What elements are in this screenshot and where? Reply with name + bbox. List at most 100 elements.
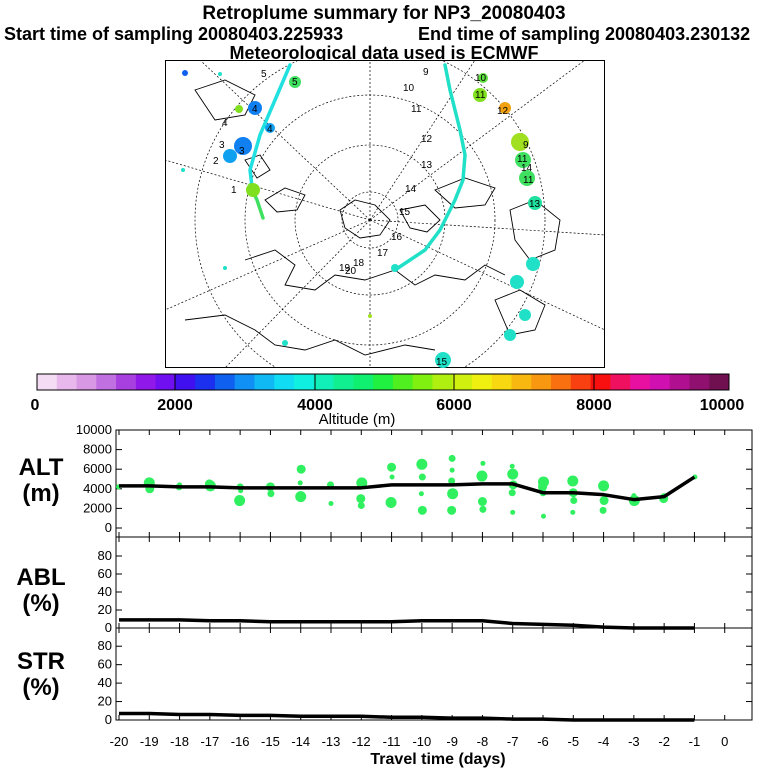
- map-label: 14: [405, 184, 417, 195]
- alt-scatter-point: [389, 474, 395, 480]
- colorbar-swatch: [511, 374, 532, 390]
- colorbar-swatch: [669, 374, 690, 390]
- colorbar-swatch: [294, 374, 315, 390]
- alt-scatter-point: [295, 491, 307, 503]
- map-label: 16: [391, 232, 403, 243]
- map-graticule: [165, 60, 605, 368]
- alt-scatter-point: [418, 473, 426, 481]
- plume-marker: [368, 314, 372, 318]
- colorbar-swatch: [234, 374, 255, 390]
- alt-scatter-point: [509, 463, 515, 469]
- y-tick-label: 0: [105, 620, 112, 635]
- colorbar-label: Altitude (m): [319, 411, 396, 428]
- x-tick-label: -18: [170, 734, 189, 749]
- plume-marker: [435, 352, 451, 368]
- str-panel-title: STR: [17, 648, 65, 675]
- met-data-label: Meteorological data used is ECMWF: [229, 43, 539, 63]
- alt-scatter-point: [599, 506, 607, 514]
- chart-title: Retroplume summary for NP3_20080403: [202, 3, 566, 24]
- alt-scatter-point: [570, 497, 578, 505]
- colorbar-swatch: [649, 374, 671, 390]
- abl-panel-title: ABL: [16, 564, 65, 591]
- alt-scatter-point: [480, 460, 486, 466]
- colorbar-tick: 10000: [700, 397, 745, 414]
- alt-scatter-point: [387, 462, 397, 472]
- x-tick-label: -5: [568, 734, 580, 749]
- y-tick-label: 10000: [76, 422, 112, 437]
- y-tick-label: 8000: [83, 442, 112, 457]
- colorbar-swatch: [333, 374, 354, 390]
- x-tick-label: -13: [322, 734, 341, 749]
- colorbar-swatch: [37, 374, 58, 390]
- colorbar-swatch: [274, 374, 295, 390]
- x-tick-label: -3: [628, 734, 640, 749]
- plume-marker: [265, 123, 275, 133]
- x-tick-label: -2: [658, 734, 670, 749]
- alt-scatter-point: [417, 505, 427, 515]
- alt-scatter-point: [448, 454, 456, 462]
- x-tick-label: -19: [140, 734, 159, 749]
- alt-scatter-point: [510, 509, 516, 515]
- x-tick-label: -1: [689, 734, 701, 749]
- plume-marker: [248, 101, 262, 115]
- plume-marker: [510, 275, 524, 289]
- alt-scatter-point: [418, 491, 424, 497]
- y-tick-label: 40: [98, 675, 112, 690]
- polar-map: 5 5 4 4 4 3 3 2 1 9 10 11 12 13 14 15 16…: [165, 60, 605, 368]
- panel-titles: ALT (m) ABL (%) STR (%): [16, 454, 65, 701]
- colorbar-swatch: [709, 374, 730, 390]
- map-label: 11: [475, 90, 486, 101]
- map-label: 5: [292, 77, 298, 88]
- y-tick-label: 0: [105, 520, 112, 535]
- end-time-label: End time of sampling 20080403.230132: [418, 24, 751, 44]
- x-axis-label: Travel time (days): [370, 751, 505, 768]
- alt-scatter-point: [476, 470, 488, 482]
- map-label: 3: [219, 140, 225, 151]
- y-tick-label: 4000: [83, 481, 112, 496]
- y-tick-label: 80: [98, 638, 112, 653]
- x-tick-label: -9: [446, 734, 458, 749]
- colorbar-swatch: [590, 374, 611, 390]
- colorbar-swatch: [491, 374, 513, 390]
- alt-scatter-point: [297, 480, 303, 486]
- plume-marker: [526, 257, 540, 271]
- plume-marker: [181, 168, 185, 172]
- y-tick-label: 40: [98, 584, 112, 599]
- map-label: 13: [421, 160, 433, 171]
- colorbar-swatch: [76, 374, 97, 390]
- x-tick-label: -7: [507, 734, 519, 749]
- colorbar-swatch: [195, 374, 216, 390]
- alt-scatter-point: [479, 505, 487, 513]
- alt-panel-title: ALT: [19, 454, 64, 481]
- colorbar-swatch: [471, 374, 493, 390]
- colorbar-tick: 6000: [436, 397, 472, 414]
- x-tick-label: -8: [477, 734, 489, 749]
- alt-scatter-point: [448, 477, 456, 485]
- alt-scatter-point: [507, 468, 519, 480]
- plume-marker: [499, 102, 511, 114]
- map-label: 9: [523, 140, 529, 151]
- plume-marker: [519, 170, 535, 186]
- colorbar-swatch: [432, 374, 453, 390]
- map-label: 15: [436, 357, 448, 368]
- x-tick-label: -15: [261, 734, 280, 749]
- colorbar-ticks: 0 2000 4000 6000 8000 10000: [31, 397, 745, 414]
- plume-marker: [519, 309, 531, 321]
- y-tick-label: 80: [98, 548, 112, 563]
- x-tick-labels: -20 -19 -18 -17 -16 -15 -14 -13 -12 -11 -10 -9 -8 -7-…: [110, 734, 729, 749]
- plume-marker: [234, 137, 252, 155]
- alt-scatter-point: [267, 490, 275, 498]
- x-tick-label: -14: [291, 734, 310, 749]
- plume-marker: [246, 183, 260, 197]
- alt-scatter-point: [357, 501, 365, 509]
- colorbar-tick: 2000: [157, 397, 193, 414]
- y-tick-label: 0: [105, 712, 112, 727]
- alt-panel-unit: (m): [22, 480, 59, 507]
- x-tick-label: -20: [110, 734, 129, 749]
- map-label: 4: [222, 118, 228, 129]
- map-label: 11: [411, 104, 422, 115]
- x-tick-label: -12: [352, 734, 371, 749]
- y-tick-label: 60: [98, 566, 112, 581]
- alt-scatter-point: [599, 496, 609, 506]
- alt-scatter-point: [598, 480, 610, 492]
